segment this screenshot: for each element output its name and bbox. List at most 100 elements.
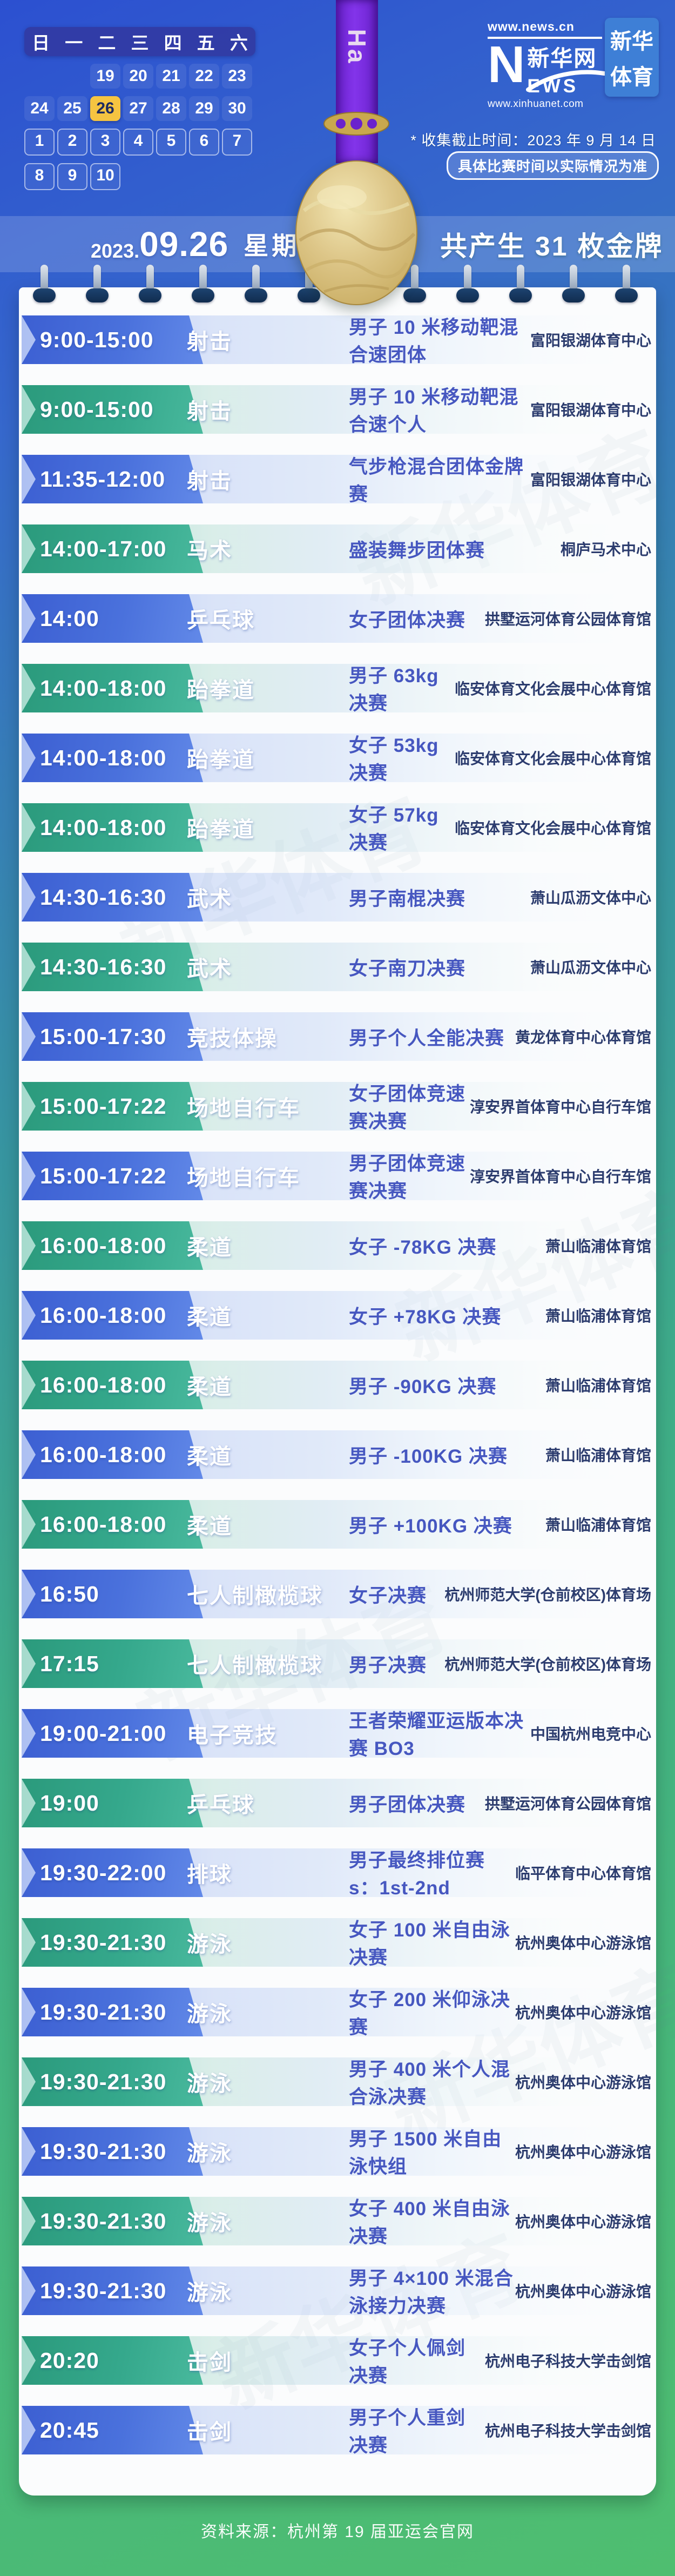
row-time: 14:00 (40, 606, 99, 631)
row-venue: 桐庐马术中心 (560, 541, 651, 558)
row-event: 男子个人重剑决赛 (349, 2407, 466, 2456)
row-event: 女子 400 米自由泳决赛 (349, 2198, 510, 2247)
row-time: 20:45 (40, 2417, 99, 2443)
row-sport: 乒乓球 (187, 609, 255, 633)
row-event: 男子 -90KG 决赛 (349, 1376, 497, 1397)
schedule-row: 19:30-21:30 游泳 女子 200 米仰泳决赛 杭州奥体中心游泳馆 (22, 1988, 653, 2038)
schedule-row: 14:00-17:00 马术 盛装舞步团体赛 桐庐马术中心 (22, 524, 653, 573)
row-chevron (22, 594, 203, 643)
row-chevron (22, 455, 203, 503)
row-chevron (22, 1430, 203, 1479)
row-chevron (22, 2127, 203, 2176)
row-venue: 富阳银湖体育中心 (530, 332, 651, 349)
row-sport: 场地自行车 (187, 1097, 300, 1120)
row-sport: 柔道 (187, 1515, 232, 1538)
schedule-row: 14:00-18:00 跆拳道 女子 53kg 决赛 临安体育文化会展中心体育馆 (22, 734, 653, 784)
row-time: 14:00-18:00 (40, 815, 167, 840)
badge-line2: 体育 (610, 65, 653, 89)
weekday-label: 一 (65, 33, 83, 53)
weekday-label: 六 (230, 33, 248, 53)
row-time: 17:15 (40, 1651, 99, 1676)
row-chevron (22, 2197, 203, 2245)
row-time: 16:00-18:00 (40, 1233, 167, 1258)
row-event: 男子 400 米个人混合泳决赛 (349, 2059, 510, 2108)
row-venue: 杭州电子科技大学击剑馆 (484, 2353, 651, 2370)
row-time: 19:30-22:00 (40, 1860, 167, 1885)
schedule-row: 14:30-16:30 武术 男子南棍决赛 萧山瓜沥文体中心 (22, 873, 653, 922)
calendar-day: 1 (24, 129, 55, 156)
row-chevron (22, 1779, 203, 1827)
row-time: 19:30-21:30 (40, 2208, 167, 2234)
row-time: 14:00-18:00 (40, 745, 167, 770)
row-time: 14:00-18:00 (40, 675, 167, 701)
schedule-row: 14:30-16:30 武术 女子南刀决赛 萧山瓜沥文体中心 (22, 943, 653, 991)
row-venue: 萧山临浦体育馆 (545, 1308, 651, 1324)
calendar-day: 30 (222, 96, 252, 121)
row-event: 男子团体竞速赛决赛 (349, 1153, 466, 1202)
weekday-label: 三 (131, 33, 149, 53)
row-venue: 萧山临浦体育馆 (545, 1238, 651, 1255)
row-sport: 柔道 (187, 1306, 232, 1329)
schedule-row: 16:00-18:00 柔道 女子 -78KG 决赛 萧山临浦体育馆 (22, 1221, 653, 1270)
row-chevron (22, 664, 203, 712)
row-venue: 拱墅运河体育公园体育馆 (484, 1795, 651, 1812)
row-event: 男子 10 米移动靶混合速个人 (349, 387, 519, 435)
row-sport: 乒乓球 (187, 1793, 255, 1817)
row-venue: 临安体育文化会展中心体育馆 (454, 750, 651, 767)
row-time: 19:30-21:30 (40, 2278, 167, 2303)
row-chevron (22, 734, 203, 782)
logo-n-mark: N (488, 36, 525, 93)
schedule-row: 14:00 乒乓球 女子团体决赛 拱墅运河体育公园体育馆 (22, 594, 653, 643)
date-banner-left: 2023. 09.26 星期二 (91, 216, 328, 272)
row-time: 19:30-21:30 (40, 2069, 167, 2094)
row-venue: 淳安界首体育中心自行车馆 (469, 1099, 651, 1115)
row-sport: 游泳 (187, 2002, 232, 2026)
calendar-day-empty (222, 163, 252, 188)
schedule-row: 15:00-17:22 场地自行车 男子团体竞速赛决赛 淳安界首体育中心自行车馆 (22, 1152, 653, 1202)
schedule-row: 16:00-18:00 柔道 男子 -90KG 决赛 萧山临浦体育馆 (22, 1361, 653, 1409)
row-time: 16:00-18:00 (40, 1302, 167, 1328)
row-sport: 武术 (187, 957, 232, 981)
row-chevron (22, 2406, 203, 2454)
row-venue: 黄龙体育中心体育馆 (515, 1029, 651, 1046)
schedule-row: 20:20 击剑 女子个人佩剑决赛 杭州电子科技大学击剑馆 (22, 2336, 653, 2386)
row-sport: 跆拳道 (187, 748, 255, 772)
gold-medal-icon (294, 159, 418, 309)
calendar-day: 22 (189, 64, 219, 89)
row-venue: 淳安界首体育中心自行车馆 (469, 1168, 651, 1185)
weekday-label: 二 (98, 33, 116, 53)
row-event: 男子南棍决赛 (349, 888, 466, 910)
row-chevron (22, 873, 203, 922)
row-venue: 萧山临浦体育馆 (545, 1377, 651, 1394)
row-event: 女子决赛 (349, 1585, 427, 1606)
schedule-row: 15:00-17:30 竞技体操 男子个人全能决赛 黄龙体育中心体育馆 (22, 1012, 653, 1061)
row-event: 女子 53kg 决赛 (349, 735, 439, 784)
schedule-row: 16:00-18:00 柔道 男子 -100KG 决赛 萧山临浦体育馆 (22, 1430, 653, 1479)
calendar-day: 3 (90, 129, 120, 156)
row-sport: 击剑 (187, 2420, 232, 2444)
ribbon-text: Ha (343, 29, 371, 65)
calendar-weekday-header: 日一二三四五六 (24, 27, 255, 56)
row-event: 女子 100 米自由泳决赛 (349, 1920, 510, 1968)
calendar-day-empty (189, 163, 219, 188)
row-venue: 临安体育文化会展中心体育馆 (454, 681, 651, 697)
row-event: 男子 63kg 决赛 (349, 665, 439, 714)
row-sport: 武术 (187, 887, 232, 911)
calendar-day: 20 (123, 64, 153, 89)
row-event: 女子个人佩剑决赛 (349, 2338, 466, 2386)
row-time: 9:00-15:00 (40, 396, 154, 422)
row-event: 女子 200 米仰泳决赛 (349, 1989, 510, 2038)
row-sport: 击剑 (187, 2351, 232, 2375)
calendar-day: 28 (156, 96, 186, 121)
weekday-label: 日 (32, 33, 50, 53)
schedule-row: 19:00-21:00 电子竞技 王者荣耀亚运版本决赛 BO3 中国杭州电竞中心 (22, 1709, 653, 1759)
calendar-day-selected: 26 (90, 96, 120, 121)
row-sport: 马术 (187, 539, 232, 563)
row-event: 女子团体决赛 (349, 609, 466, 631)
row-sport: 跆拳道 (187, 678, 255, 702)
source-note: 资料来源：杭州第 19 届亚运会官网 (200, 2523, 475, 2541)
logo-url-bottom: www.xinhuanet.com (488, 98, 584, 110)
row-event: 女子 -78KG 决赛 (349, 1236, 497, 1258)
schedule-list: 9:00-15:00 射击 男子 10 米移动靶混合速团体 富阳银湖体育中心 9:00-… (22, 315, 653, 2476)
badge-line1: 新华 (610, 30, 653, 53)
